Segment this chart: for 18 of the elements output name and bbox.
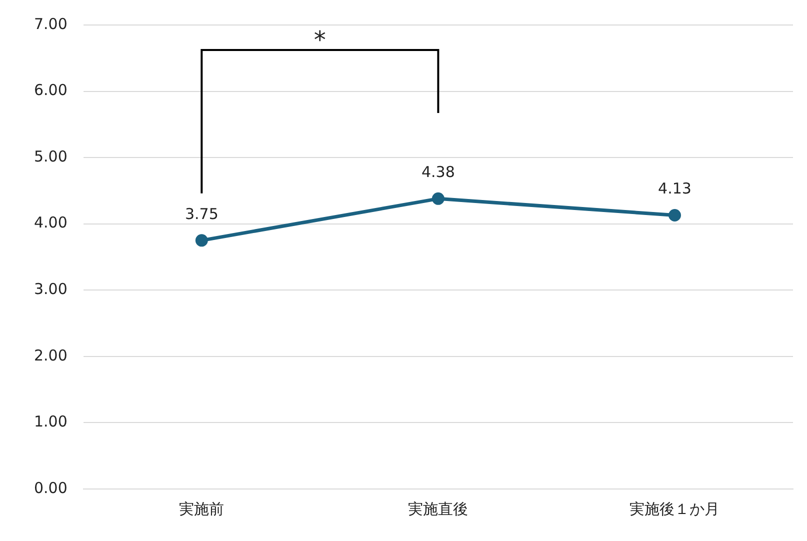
point: [195, 234, 208, 247]
data-label: 3.75: [184, 204, 218, 223]
x-tick-label: 実施後１か月: [630, 500, 720, 518]
annotation: *: [314, 26, 326, 54]
data-label: 4.38: [421, 163, 455, 182]
y-tick-label: 0.00: [34, 478, 68, 497]
y-tick-label: 2.00: [34, 346, 68, 364]
x-tick-label: 実施前: [179, 500, 224, 518]
y-tick-label: 5.00: [34, 147, 68, 166]
y-tick-label: 1.00: [34, 412, 68, 431]
y-tick-label: 3.00: [34, 280, 68, 298]
data-label: 4.13: [658, 180, 692, 198]
y-tick-label: 7.00: [34, 14, 68, 33]
x-tick-label: 実施直後: [408, 500, 468, 518]
point: [668, 208, 681, 222]
y-tick-label: 4.00: [34, 214, 68, 232]
point: [432, 192, 444, 205]
y-tick-label: 6.00: [34, 81, 68, 100]
